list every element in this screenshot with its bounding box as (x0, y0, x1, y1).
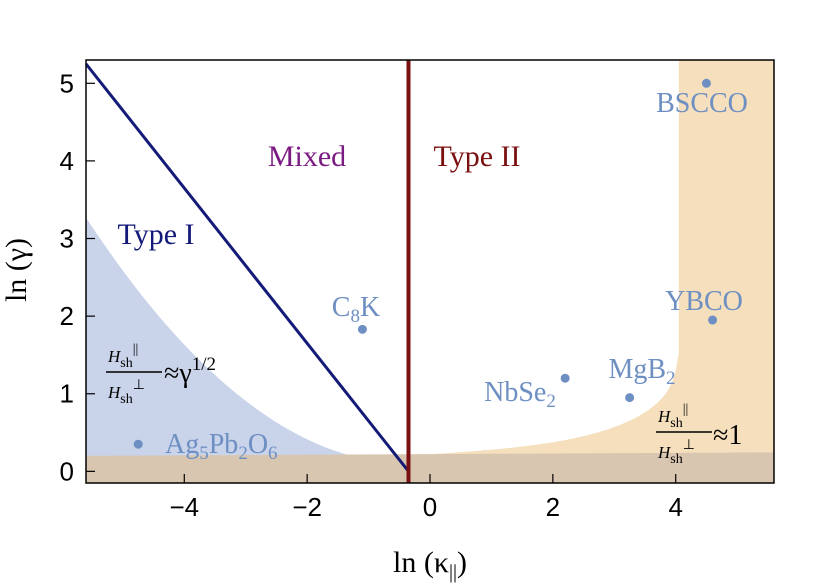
y-tick-label: 3 (60, 224, 74, 254)
data-point-bscco (701, 78, 711, 88)
svg-text:Hsh||: Hsh|| (107, 342, 138, 371)
y-tick-label: 0 (60, 456, 74, 486)
left-equation: Hsh|| Hsh⊥ ≈γ1/2 (106, 342, 216, 407)
x-tick-label: 0 (423, 492, 437, 522)
y-tick-label: 2 (60, 301, 74, 331)
point-label-ybco: YBCO (665, 286, 743, 317)
right-equation: Hsh|| Hsh⊥ ≈1 (656, 402, 742, 467)
y-tick-label: 1 (60, 379, 74, 409)
point-label-mgb2: MgB2 (608, 354, 675, 389)
data-point-c8k (357, 324, 367, 334)
point-label-bscco: BSCCO (656, 88, 748, 119)
x-tick-label: 2 (546, 492, 560, 522)
svg-text:Hsh||: Hsh|| (657, 402, 688, 431)
region-label-type-ii: Type II (433, 140, 520, 173)
overlap-region (86, 452, 774, 483)
data-point-mgb2 (625, 393, 635, 403)
x-tick-label: −2 (292, 492, 322, 522)
x-tick-label: 4 (668, 492, 682, 522)
region-label-type-i: Type I (117, 218, 194, 251)
data-point-ybco (708, 315, 718, 325)
svg-text:≈1: ≈1 (713, 420, 742, 451)
type-i-boundary-line (86, 62, 410, 473)
svg-text:≈γ1/2: ≈γ1/2 (164, 354, 216, 389)
svg-text:Hsh⊥: Hsh⊥ (107, 378, 145, 407)
data-point-nbse2 (560, 373, 570, 383)
point-label-ag5pb2o6: Ag5Pb2O6 (165, 429, 278, 464)
y-tick-label: 4 (60, 146, 74, 176)
region-label-mixed: Mixed (268, 140, 346, 173)
point-label-c8k: C8K (332, 292, 380, 327)
svg-text:Hsh⊥: Hsh⊥ (657, 438, 695, 467)
point-label-nbse2: NbSe2 (484, 377, 556, 412)
type-ii-region (86, 60, 774, 483)
y-tick-label: 5 (60, 68, 74, 98)
x-axis-label: ln (κ||) (393, 546, 467, 583)
type-i-region (86, 217, 486, 483)
y-axis-label: ln (γ) (0, 238, 33, 302)
x-tick-label: −4 (169, 492, 199, 522)
plot-area (86, 60, 774, 483)
data-point-ag5pb2o6 (133, 439, 143, 449)
